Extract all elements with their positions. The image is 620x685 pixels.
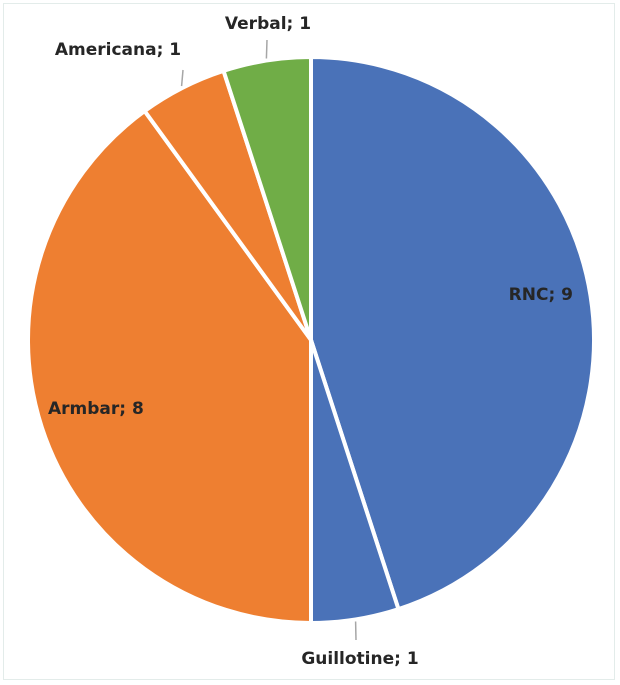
pie-slice-verbal (221, 55, 313, 342)
leader-lines (180, 39, 357, 641)
slice-label-guillotine: Guillotine; 1 (301, 649, 418, 669)
slice-label-rnc: RNC; 9 (509, 285, 573, 305)
leader-line-verbal (265, 39, 268, 59)
pie-slices (26, 55, 596, 625)
pie-slice-rnc (309, 55, 596, 612)
leader-line-americana (180, 69, 184, 87)
slice-label-armbar: Armbar; 8 (48, 399, 144, 419)
pie-slice-armbar (26, 109, 313, 625)
slice-label-verbal: Verbal; 1 (225, 14, 311, 34)
slice-label-americana: Americana; 1 (55, 40, 181, 60)
